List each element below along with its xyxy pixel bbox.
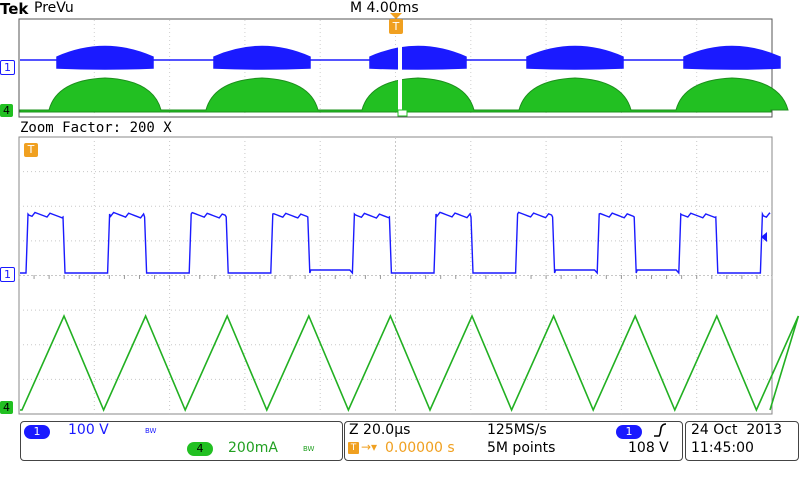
zoom-window-indicator[interactable]: [398, 20, 402, 116]
timebase-label: M 4.00ms: [350, 0, 419, 16]
ch1-scale[interactable]: 100 V: [68, 422, 109, 438]
ch4-ground-marker[interactable]: 4: [0, 401, 13, 414]
ch1-voltage-trace: [20, 211, 771, 275]
date-readout: 24 Oct 2013: [691, 422, 782, 438]
record-length[interactable]: 5M points: [487, 440, 556, 456]
ch1-trigger-level-arrow[interactable]: [761, 232, 767, 242]
ch4-bandwidth-limit-icon: BW: [303, 445, 315, 453]
trigger-level[interactable]: 108 V: [628, 440, 669, 456]
ch1-badge[interactable]: 1: [24, 425, 50, 439]
graticule-grid: [18, 137, 773, 414]
overview-ch4-marker[interactable]: 4: [0, 104, 13, 117]
rising-edge-icon: [654, 423, 667, 437]
zoom-timebase[interactable]: Z 20.0µs: [349, 422, 411, 438]
ch4-current-trace: [20, 313, 800, 413]
ch4-badge[interactable]: 4: [187, 442, 213, 456]
overview-ch4-trace: [19, 77, 789, 113]
overview-ch1-marker[interactable]: 1: [0, 60, 15, 75]
trigger-position-arrow-icon: [390, 13, 402, 19]
time-readout: 11:45:00: [691, 440, 754, 456]
vertical-readout-panel[interactable]: [20, 421, 343, 461]
horizontal-position[interactable]: 0.00000 s: [385, 440, 455, 456]
sample-rate: 125MS/s: [487, 422, 547, 438]
ch1-ground-marker[interactable]: 1: [0, 267, 15, 282]
brand-logo: Tek: [0, 0, 29, 18]
horizontal-position-trigger-icon: T: [348, 442, 359, 454]
trigger-source-badge[interactable]: 1: [616, 425, 642, 439]
mode-label: PreVu: [34, 0, 74, 16]
overview-trigger-marker[interactable]: T: [389, 19, 403, 34]
datetime-panel: [685, 421, 799, 461]
zoom-trigger-marker[interactable]: T: [24, 143, 38, 157]
zoom-window-handle[interactable]: [397, 109, 408, 117]
ch1-bandwidth-limit-icon: BW: [145, 427, 157, 435]
ch4-scale[interactable]: 200mA: [228, 440, 278, 456]
zoom-factor-label: Zoom Factor: 200 X: [20, 120, 172, 136]
position-arrow-icon: →▾: [361, 440, 378, 454]
